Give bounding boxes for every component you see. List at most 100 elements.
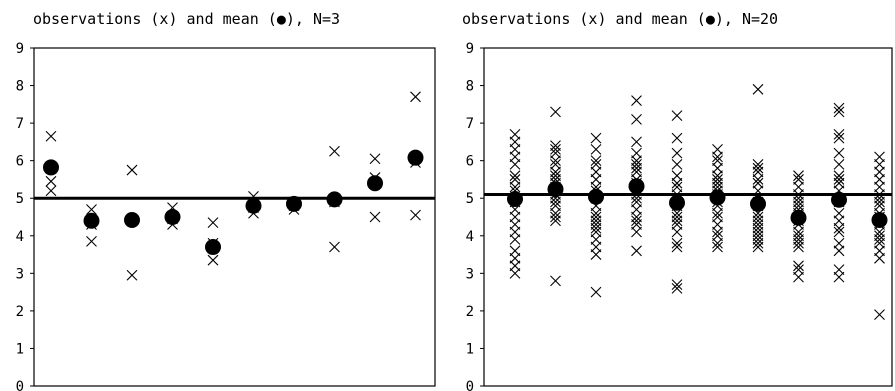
observation-x-mark — [590, 241, 602, 253]
observation-x-mark — [509, 174, 521, 185]
observation-x-mark — [631, 196, 642, 208]
mean-dot — [790, 209, 807, 226]
observation-x-mark — [509, 211, 521, 223]
observation-x-mark — [631, 136, 642, 148]
observation-x-mark — [207, 217, 219, 229]
observation-x-mark — [590, 166, 602, 178]
observation-x-mark — [752, 222, 764, 234]
observation-x-mark — [410, 91, 421, 103]
observation-x-mark — [712, 211, 723, 223]
observation-x-mark — [550, 211, 561, 223]
observation-x-mark — [550, 147, 561, 159]
observation-x-mark — [86, 236, 97, 247]
observation-x-mark — [45, 185, 57, 197]
mean-dot — [547, 181, 564, 198]
observation-x-mark — [550, 196, 561, 208]
observation-x-mark — [509, 267, 521, 279]
observation-x-mark — [550, 170, 561, 182]
observation-x-mark — [631, 192, 642, 204]
observation-x-mark — [509, 181, 521, 193]
observation-x-mark — [45, 130, 57, 142]
observation-x-mark — [509, 260, 521, 272]
observation-x-mark — [793, 271, 804, 283]
observation-x-mark — [631, 162, 642, 174]
observation-x-mark — [793, 174, 804, 185]
observation-x-mark — [590, 222, 602, 234]
observation-x-mark — [631, 219, 642, 230]
mean-dot — [709, 189, 726, 206]
observation-x-mark — [874, 181, 885, 193]
mean-dot — [83, 212, 100, 229]
plot-frame — [33, 47, 436, 387]
chart-title: observations (x) and mean (●), N=20 — [462, 10, 779, 28]
observation-x-mark — [752, 162, 764, 174]
observation-x-mark — [833, 226, 845, 238]
observation-x-mark — [329, 241, 340, 253]
observation-x-mark — [874, 196, 885, 208]
observation-x-mark — [752, 211, 764, 223]
observation-x-mark — [712, 162, 723, 174]
observation-x-mark — [671, 241, 683, 253]
mean-dot — [407, 149, 424, 166]
chart-plot-n3: 0 1 2 3 4 5 6 7 8 9 — [16, 41, 436, 391]
observation-x-mark — [712, 144, 723, 155]
observation-x-mark — [793, 230, 804, 242]
chart-panel-n3: observations (x) and mean (●), N=3 0 1 2 3 4… — [16, 10, 436, 391]
observation-x-mark — [752, 159, 764, 170]
observation-x-mark — [793, 264, 804, 275]
observation-x-mark — [509, 128, 521, 140]
observation-x-mark — [590, 215, 602, 227]
observation-x-mark — [631, 215, 642, 227]
observation-x-mark — [874, 230, 885, 242]
observation-x-mark — [874, 151, 885, 163]
observation-x-mark — [509, 159, 521, 170]
observation-x-mark — [874, 226, 885, 238]
observation-x-mark — [207, 254, 219, 266]
observation-x-mark — [712, 170, 723, 182]
observation-x-mark — [550, 159, 561, 170]
y-tick-label: 7 — [466, 116, 474, 132]
observation-x-mark — [793, 189, 804, 200]
observation-x-mark — [86, 204, 97, 215]
observation-x-mark — [509, 226, 521, 238]
observation-x-mark — [752, 241, 764, 253]
mean-dot — [871, 212, 888, 229]
observation-x-mark — [712, 237, 723, 249]
y-tick-label: 8 — [466, 79, 474, 95]
observation-x-mark — [671, 219, 683, 230]
observation-x-mark — [631, 211, 642, 223]
y-tick-label: 7 — [16, 116, 24, 132]
observation-x-mark — [509, 219, 521, 230]
mean-dot — [124, 212, 140, 229]
observation-x-mark — [509, 144, 521, 155]
observation-x-mark — [874, 234, 885, 245]
observation-x-mark — [590, 174, 602, 185]
observation-x-mark — [752, 237, 764, 249]
y-tick-label: 3 — [16, 266, 24, 282]
observation-x-mark — [509, 245, 521, 257]
observation-x-mark — [874, 200, 885, 212]
observation-x-mark — [752, 185, 764, 197]
observation-x-mark — [509, 170, 521, 182]
observation-x-mark — [671, 177, 683, 189]
observation-x-mark — [833, 245, 845, 257]
observation-x-mark — [752, 177, 764, 189]
observation-x-mark — [833, 147, 845, 159]
observation-x-mark — [590, 159, 602, 170]
observation-x-mark — [793, 200, 804, 212]
observation-x-mark — [631, 95, 642, 106]
observation-x-mark — [793, 170, 804, 182]
mean-dot — [326, 191, 343, 208]
observation-x-mark — [833, 177, 845, 189]
observation-x-mark — [550, 215, 561, 227]
observation-x-mark — [874, 309, 885, 321]
observation-x-mark — [590, 226, 602, 238]
observation-x-mark — [793, 237, 804, 249]
observation-x-mark — [833, 215, 845, 227]
observation-x-mark — [671, 159, 683, 170]
y-tick-label: 2 — [466, 304, 474, 320]
observation-x-mark — [590, 219, 602, 230]
plot-frame — [483, 47, 893, 387]
observation-x-mark — [631, 245, 642, 257]
observation-x-mark — [590, 234, 602, 245]
